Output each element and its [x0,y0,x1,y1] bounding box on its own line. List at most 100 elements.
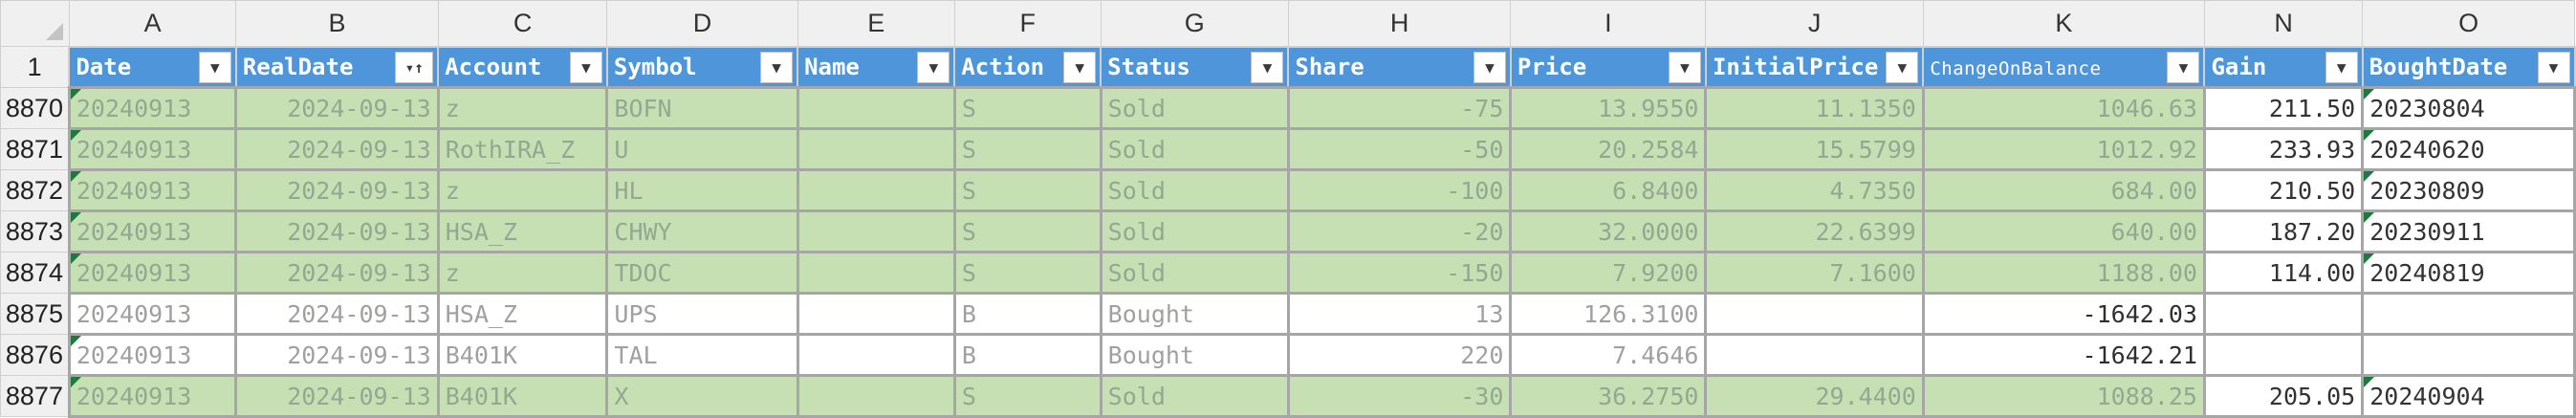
field-header-account[interactable]: Account ▼ [437,45,608,89]
cell-date[interactable]: 20240913 [67,374,238,418]
cell-boughtdate[interactable]: 20230911 [2361,209,2576,253]
cell-symbol[interactable]: X [605,374,799,418]
column-header-H[interactable]: H [1287,0,1512,47]
cell-status[interactable]: Sold [1099,86,1290,130]
cell-changeonbalance[interactable]: 1088.25 [1921,374,2206,418]
filter-dropdown-button[interactable]: ▼ [1473,51,1506,83]
row-number[interactable]: 8877 [0,375,70,417]
cell-status[interactable]: Sold [1099,209,1290,253]
cell-action[interactable]: B [952,292,1102,336]
cell-account[interactable]: z [436,86,609,130]
cell-boughtdate[interactable]: 20240620 [2361,127,2576,171]
filter-dropdown-button[interactable]: ▼ [760,51,794,83]
cell-gain[interactable]: 210.50 [2202,168,2365,212]
cell-date[interactable]: 20240913 [67,251,238,295]
cell-date[interactable]: 20240913 [67,127,238,171]
filter-dropdown-button[interactable]: ▼ [569,51,602,83]
cell-realdate[interactable]: 2024-09-13 [234,127,440,171]
column-header-O[interactable]: O [2362,0,2575,47]
cell-gain[interactable]: 205.05 [2202,374,2365,418]
row-number[interactable]: 8871 [0,128,70,170]
field-header-action[interactable]: Action ▼ [953,45,1102,89]
select-all-corner[interactable] [0,0,70,47]
column-header-A[interactable]: A [68,0,237,47]
column-header-B[interactable]: B [235,0,439,47]
cell-share[interactable]: -150 [1286,251,1513,295]
cell-gain[interactable]: 233.93 [2202,127,2365,171]
column-header-D[interactable]: D [606,0,798,47]
field-header-realdate[interactable]: RealDate ▾↑ [234,45,440,89]
filter-dropdown-button[interactable]: ▼ [2537,51,2570,83]
cell-status[interactable]: Sold [1099,374,1290,418]
filter-dropdown-button[interactable]: ▼ [2167,51,2200,83]
cell-status[interactable]: Sold [1099,168,1290,212]
filter-dropdown-button[interactable]: ▼ [1668,51,1701,83]
filter-dropdown-button[interactable]: ▼ [198,51,231,83]
cell-action[interactable]: S [952,127,1102,171]
field-header-share[interactable]: Share ▼ [1287,45,1512,89]
row-number[interactable]: 8870 [0,87,70,129]
cell-changeonbalance[interactable]: 1046.63 [1921,86,2206,130]
cell-share[interactable]: -30 [1286,374,1513,418]
cell-account[interactable]: HSA_Z [436,292,609,336]
cell-price[interactable]: 7.4646 [1509,333,1708,377]
column-header-I[interactable]: I [1510,0,1707,47]
cell-symbol[interactable]: HL [605,168,799,212]
column-header-C[interactable]: C [437,0,608,47]
cell-account[interactable]: B401K [436,333,609,377]
field-header-status[interactable]: Status ▼ [1100,45,1290,89]
cell-gain[interactable]: 211.50 [2202,86,2365,130]
cell-initialprice[interactable]: 7.1600 [1704,251,1925,295]
column-header-N[interactable]: N [2203,0,2364,47]
cell-initialprice[interactable]: 11.1350 [1704,86,1925,130]
cell-realdate[interactable]: 2024-09-13 [234,209,440,253]
column-header-G[interactable]: G [1100,0,1289,47]
cell-share[interactable]: 220 [1286,333,1513,377]
field-header-boughtdate[interactable]: BoughtDate ▼ [2361,45,2576,89]
cell-account[interactable]: B401K [436,374,609,418]
cell-share[interactable]: -100 [1286,168,1513,212]
cell-name[interactable] [796,333,956,377]
cell-date[interactable]: 20240913 [67,168,238,212]
cell-realdate[interactable]: 2024-09-13 [234,333,440,377]
column-header-J[interactable]: J [1705,0,1924,47]
cell-action[interactable]: B [952,333,1102,377]
cell-price[interactable]: 36.2750 [1509,374,1708,418]
cell-symbol[interactable]: BOFN [605,86,799,130]
filter-dropdown-button[interactable]: ▼ [2325,51,2358,83]
cell-price[interactable]: 126.3100 [1509,292,1708,336]
cell-price[interactable]: 32.0000 [1509,209,1708,253]
cell-initialprice[interactable] [1704,333,1925,377]
cell-boughtdate[interactable] [2361,333,2576,377]
cell-name[interactable] [796,374,956,418]
cell-price[interactable]: 6.8400 [1509,168,1708,212]
cell-name[interactable] [796,251,956,295]
cell-gain[interactable] [2202,333,2365,377]
row-number[interactable]: 8874 [0,252,70,294]
cell-gain[interactable] [2202,292,2365,336]
cell-boughtdate[interactable] [2361,292,2576,336]
cell-initialprice[interactable]: 22.6399 [1704,209,1925,253]
cell-price[interactable]: 20.2584 [1509,127,1708,171]
cell-initialprice[interactable]: 29.4400 [1704,374,1925,418]
field-header-price[interactable]: Price ▼ [1509,45,1707,89]
row-number[interactable]: 8872 [0,169,70,211]
filter-dropdown-button[interactable]: ▾↑ [395,51,434,83]
cell-account[interactable]: RothIRA_Z [436,127,609,171]
cell-changeonbalance[interactable]: 1188.00 [1921,251,2206,295]
cell-date[interactable]: 20240913 [67,333,238,377]
cell-initialprice[interactable]: 15.5799 [1704,127,1925,171]
column-header-K[interactable]: K [1922,0,2205,47]
cell-action[interactable]: S [952,86,1102,130]
cell-initialprice[interactable]: 4.7350 [1704,168,1925,212]
cell-initialprice[interactable] [1704,292,1925,336]
cell-share[interactable]: 13 [1286,292,1513,336]
cell-changeonbalance[interactable]: 640.00 [1921,209,2206,253]
cell-changeonbalance[interactable]: 684.00 [1921,168,2206,212]
cell-boughtdate[interactable]: 20240819 [2361,251,2576,295]
cell-action[interactable]: S [952,168,1102,212]
cell-status[interactable]: Sold [1099,127,1290,171]
field-header-initialprice[interactable]: InitialPrice ▼ [1704,45,1925,89]
cell-status[interactable]: Bought [1099,333,1290,377]
cell-name[interactable] [796,168,956,212]
